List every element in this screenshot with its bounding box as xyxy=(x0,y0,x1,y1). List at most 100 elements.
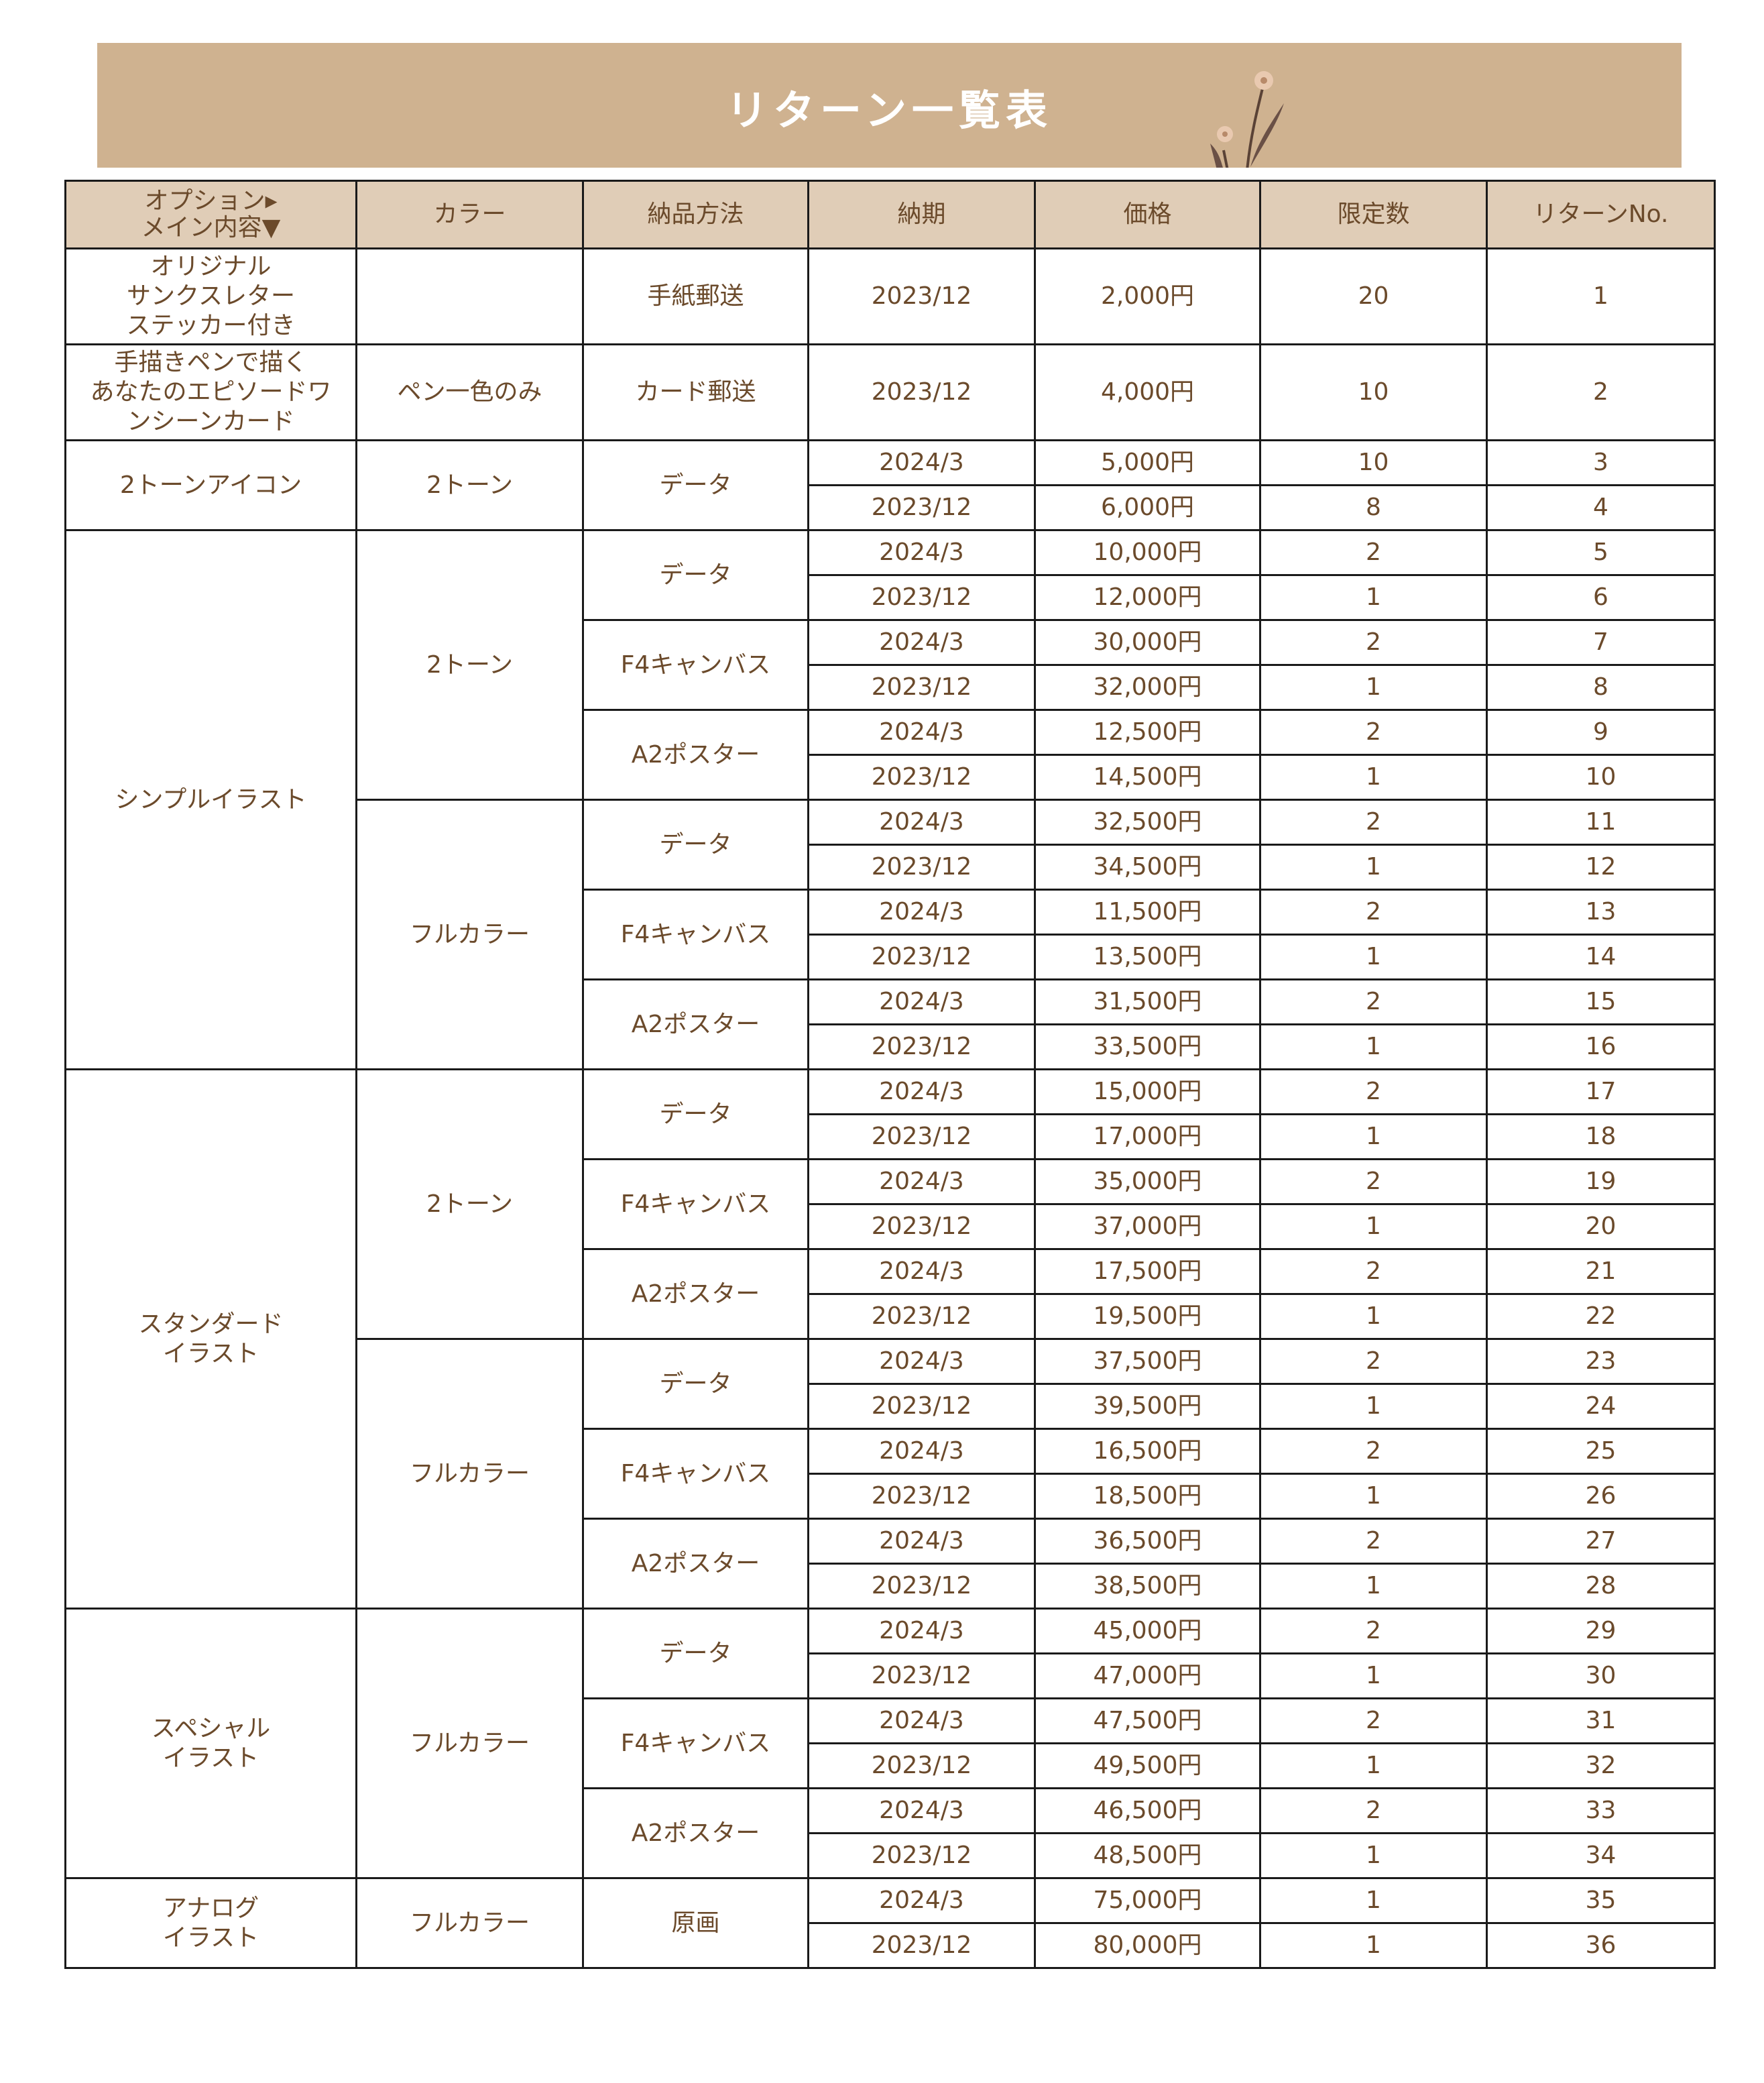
date-cell: 2024/3 xyxy=(807,978,1036,1025)
title-banner: リターン一覧表 xyxy=(97,43,1682,168)
table-row: 2023/12 47,000円 1 30 xyxy=(66,1652,1716,1699)
flower-decoration-icon xyxy=(1210,71,1284,168)
color-cell xyxy=(355,247,584,345)
price-cell: 39,500円 xyxy=(1034,1383,1261,1430)
limit-cell: 2 xyxy=(1259,799,1488,846)
header-price: 価格 xyxy=(1034,180,1261,249)
limit-cell: 20 xyxy=(1259,247,1488,345)
header-option-line: メイン内容▼ xyxy=(141,214,281,241)
date-cell: 2024/3 xyxy=(807,1518,1036,1565)
limit-cell: 1 xyxy=(1259,1383,1488,1430)
table-row: 2トーンアイコン 2トーン データ 2024/3 5,000円 10 3 xyxy=(64,439,1716,531)
return-no-cell: 29 xyxy=(1486,1608,1716,1654)
delivery-cell: データ xyxy=(582,799,809,891)
return-no-cell: 2 xyxy=(1486,343,1716,441)
delivery-cell: A2ポスター xyxy=(582,978,809,1070)
table-row: 2023/12 18,500円 1 26 xyxy=(66,1473,1716,1520)
table-row: F4キャンバス 2024/3 47,500円 2 31 xyxy=(66,1697,1716,1789)
main-content-line: イラスト xyxy=(162,1923,259,1952)
color-cell: 2トーン xyxy=(355,529,584,801)
limit-cell: 1 xyxy=(1259,1023,1488,1070)
date-cell: 2023/12 xyxy=(807,1203,1036,1250)
table-row: オリジナル サンクスレター ステッカー付き 手紙郵送 2023/12 2,000円 20 1 xyxy=(64,247,1716,345)
price-cell: 36,500円 xyxy=(1034,1518,1261,1565)
price-cell: 2,000円 xyxy=(1034,247,1261,345)
return-no-cell: 14 xyxy=(1486,934,1716,980)
main-content-line: 2トーンアイコン xyxy=(119,471,302,499)
return-no-cell: 3 xyxy=(1486,439,1716,486)
main-content-line: イラスト xyxy=(162,1339,259,1367)
table-row: 2023/12 34,500円 1 12 xyxy=(66,844,1716,891)
price-cell: 38,500円 xyxy=(1034,1563,1261,1610)
table-row: フルカラー データ 2024/3 37,500円 2 23 xyxy=(66,1338,1716,1610)
return-no-cell: 25 xyxy=(1486,1428,1716,1475)
price-cell: 16,500円 xyxy=(1034,1428,1261,1475)
limit-cell: 1 xyxy=(1259,1113,1488,1160)
limit-cell: 1 xyxy=(1259,754,1488,801)
return-no-cell: 36 xyxy=(1486,1922,1716,1969)
limit-cell: 1 xyxy=(1259,1563,1488,1610)
date-cell: 2024/3 xyxy=(807,439,1036,486)
limit-cell: 1 xyxy=(1259,1652,1488,1699)
main-content-line: シンプルイラスト xyxy=(115,785,307,813)
date-cell: 2024/3 xyxy=(807,709,1036,756)
main-content-line: イラスト xyxy=(162,1744,259,1772)
return-no-cell: 16 xyxy=(1486,1023,1716,1070)
return-no-cell: 1 xyxy=(1486,247,1716,345)
delivery-cell: F4キャンバス xyxy=(582,1158,809,1250)
price-cell: 18,500円 xyxy=(1034,1473,1261,1520)
table-row: スペシャル イラスト フルカラー データ 2024/3 45,000円 2 29 xyxy=(64,1608,1716,1879)
price-cell: 5,000円 xyxy=(1034,439,1261,486)
limit-cell: 2 xyxy=(1259,1338,1488,1385)
limit-cell: 2 xyxy=(1259,1068,1488,1115)
delivery-cell: 原画 xyxy=(582,1877,809,1969)
price-cell: 11,500円 xyxy=(1034,889,1261,936)
delivery-cell: データ xyxy=(582,1068,809,1160)
limit-cell: 1 xyxy=(1259,844,1488,891)
main-content-cell: スペシャル イラスト xyxy=(64,1608,357,1879)
return-no-cell: 20 xyxy=(1486,1203,1716,1250)
color-cell: 2トーン xyxy=(355,439,584,531)
price-cell: 37,000円 xyxy=(1034,1203,1261,1250)
return-no-cell: 5 xyxy=(1486,529,1716,576)
price-cell: 47,000円 xyxy=(1034,1652,1261,1699)
return-no-cell: 11 xyxy=(1486,799,1716,846)
table-row: 2023/12 12,000円 1 6 xyxy=(66,574,1716,621)
table-row: 2023/12 19,500円 1 22 xyxy=(66,1293,1716,1340)
date-cell: 2023/12 xyxy=(807,844,1036,891)
delivery-cell: F4キャンバス xyxy=(582,619,809,711)
date-cell: 2024/3 xyxy=(807,799,1036,846)
price-cell: 33,500円 xyxy=(1034,1023,1261,1070)
price-cell: 46,500円 xyxy=(1034,1787,1261,1834)
date-cell: 2023/12 xyxy=(807,1383,1036,1430)
main-content-cell: スタンダード イラスト xyxy=(64,1068,357,1610)
main-content-cell: オリジナル サンクスレター ステッカー付き xyxy=(64,247,357,345)
table-row: A2ポスター 2024/3 46,500円 2 33 xyxy=(66,1787,1716,1879)
date-cell: 2023/12 xyxy=(807,1473,1036,1520)
delivery-cell: F4キャンバス xyxy=(582,1428,809,1520)
table-row: シンプルイラスト 2トーン データ 2024/3 10,000円 2 5 xyxy=(64,529,1716,1070)
return-no-cell: 28 xyxy=(1486,1563,1716,1610)
limit-cell: 2 xyxy=(1259,1428,1488,1475)
price-cell: 4,000円 xyxy=(1034,343,1261,441)
main-content-line: ンシーンカード xyxy=(127,408,295,435)
table-row: 2023/12 39,500円 1 24 xyxy=(66,1383,1716,1430)
main-content-line: ステッカー付き xyxy=(126,312,296,339)
return-no-cell: 15 xyxy=(1486,978,1716,1025)
date-cell: 2024/3 xyxy=(807,889,1036,936)
return-no-cell: 6 xyxy=(1486,574,1716,621)
table-row: 2023/12 6,000円 8 4 xyxy=(66,484,1716,531)
limit-cell: 2 xyxy=(1259,1518,1488,1565)
limit-cell: 2 xyxy=(1259,1248,1488,1295)
price-cell: 17,500円 xyxy=(1034,1248,1261,1295)
date-cell: 2024/3 xyxy=(807,1697,1036,1744)
price-cell: 32,000円 xyxy=(1034,664,1261,711)
header-option: オプション▸ メイン内容▼ xyxy=(64,180,357,249)
price-cell: 47,500円 xyxy=(1034,1697,1261,1744)
delivery-cell: A2ポスター xyxy=(582,709,809,801)
date-cell: 2024/3 xyxy=(807,1158,1036,1205)
price-cell: 30,000円 xyxy=(1034,619,1261,666)
delivery-cell: F4キャンバス xyxy=(582,1697,809,1789)
header-limit: 限定数 xyxy=(1259,180,1488,249)
table-row: F4キャンバス 2024/3 11,500円 2 13 xyxy=(66,889,1716,980)
